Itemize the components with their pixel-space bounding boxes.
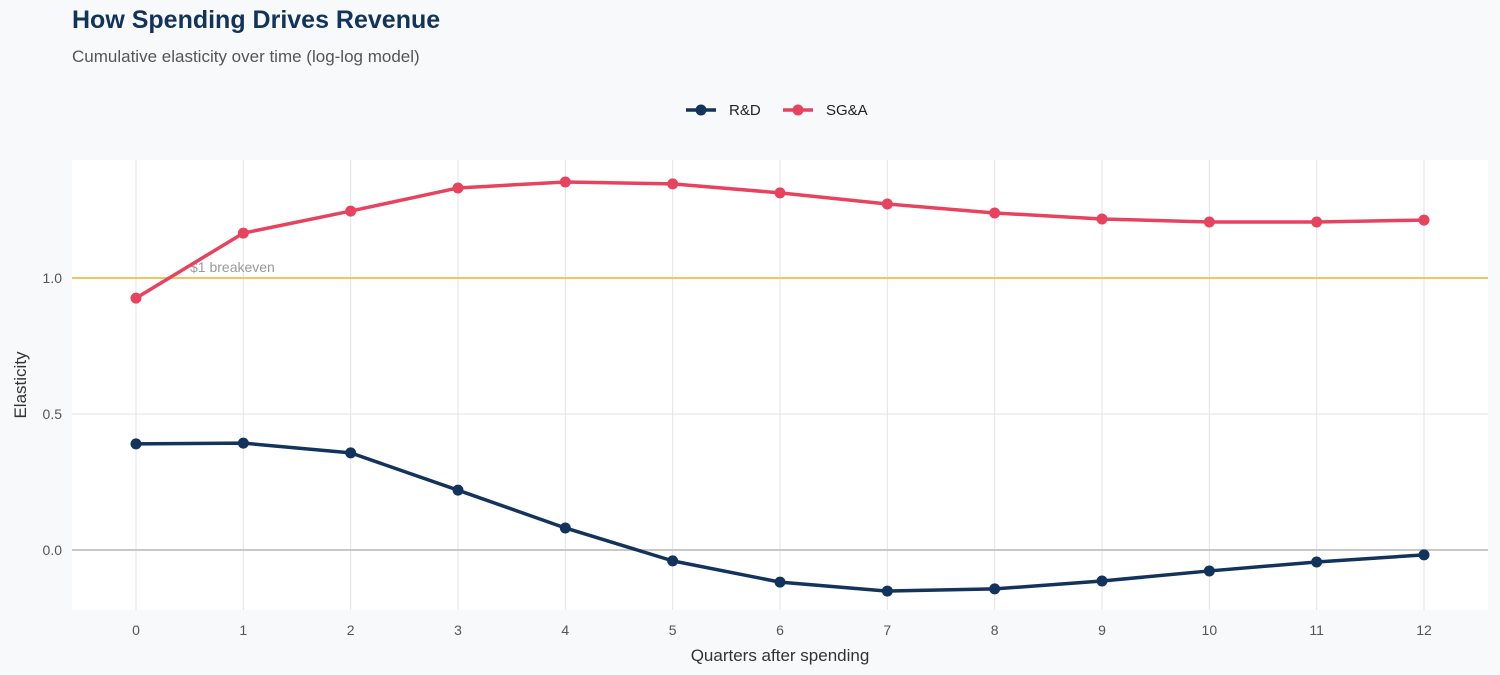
x-tick-label: 0 xyxy=(132,622,140,638)
data-point-rd xyxy=(237,437,249,449)
data-point-sga xyxy=(452,182,464,194)
data-point-rd xyxy=(881,585,893,597)
data-point-rd xyxy=(1418,549,1430,561)
legend-marker-sga xyxy=(792,104,804,116)
reference-label: $1 breakeven xyxy=(190,259,275,275)
data-point-sga xyxy=(130,292,142,304)
data-point-rd xyxy=(130,438,142,450)
data-point-rd xyxy=(1203,565,1215,577)
x-tick-label: 4 xyxy=(561,622,569,638)
data-point-sga xyxy=(881,198,893,210)
x-axis-label: Quarters after spending xyxy=(691,646,870,665)
data-point-sga xyxy=(1311,216,1323,228)
x-tick-label: 6 xyxy=(776,622,784,638)
data-point-sga xyxy=(559,176,571,188)
data-point-rd xyxy=(1311,556,1323,568)
data-point-rd xyxy=(452,484,464,496)
x-tick-label: 11 xyxy=(1309,622,1324,638)
data-point-rd xyxy=(667,555,679,567)
data-point-sga xyxy=(774,187,786,199)
y-tick-label: 0.5 xyxy=(43,406,63,422)
y-tick-label: 0.0 xyxy=(43,542,63,558)
x-tick-label: 10 xyxy=(1202,622,1218,638)
legend-label-rd: R&D xyxy=(729,102,761,119)
legend-label-sga: SG&A xyxy=(826,102,868,119)
data-point-sga xyxy=(345,205,357,217)
x-tick-label: 7 xyxy=(883,622,891,638)
chart-title: How Spending Drives Revenue xyxy=(72,6,441,34)
data-point-sga xyxy=(989,207,1001,219)
x-tick-label: 12 xyxy=(1416,622,1432,638)
data-point-sga xyxy=(1418,214,1430,226)
data-point-sga xyxy=(667,178,679,190)
data-point-sga xyxy=(1203,216,1215,228)
data-point-rd xyxy=(559,522,571,534)
legend-marker-rd xyxy=(695,104,707,116)
x-tick-label: 5 xyxy=(669,622,677,638)
data-point-sga xyxy=(1096,213,1108,225)
y-tick-label: 1.0 xyxy=(43,270,63,286)
data-point-sga xyxy=(237,227,249,239)
x-tick-label: 1 xyxy=(239,622,247,638)
data-point-rd xyxy=(345,447,357,459)
data-point-rd xyxy=(989,583,1001,595)
x-tick-label: 8 xyxy=(991,622,999,638)
data-point-rd xyxy=(1096,575,1108,587)
x-tick-label: 9 xyxy=(1098,622,1106,638)
x-tick-label: 2 xyxy=(347,622,355,638)
x-tick-label: 3 xyxy=(454,622,462,638)
chart-subtitle: Cumulative elasticity over time (log-log… xyxy=(72,47,420,66)
y-axis-label: Elasticity xyxy=(11,351,30,419)
data-point-rd xyxy=(774,576,786,588)
